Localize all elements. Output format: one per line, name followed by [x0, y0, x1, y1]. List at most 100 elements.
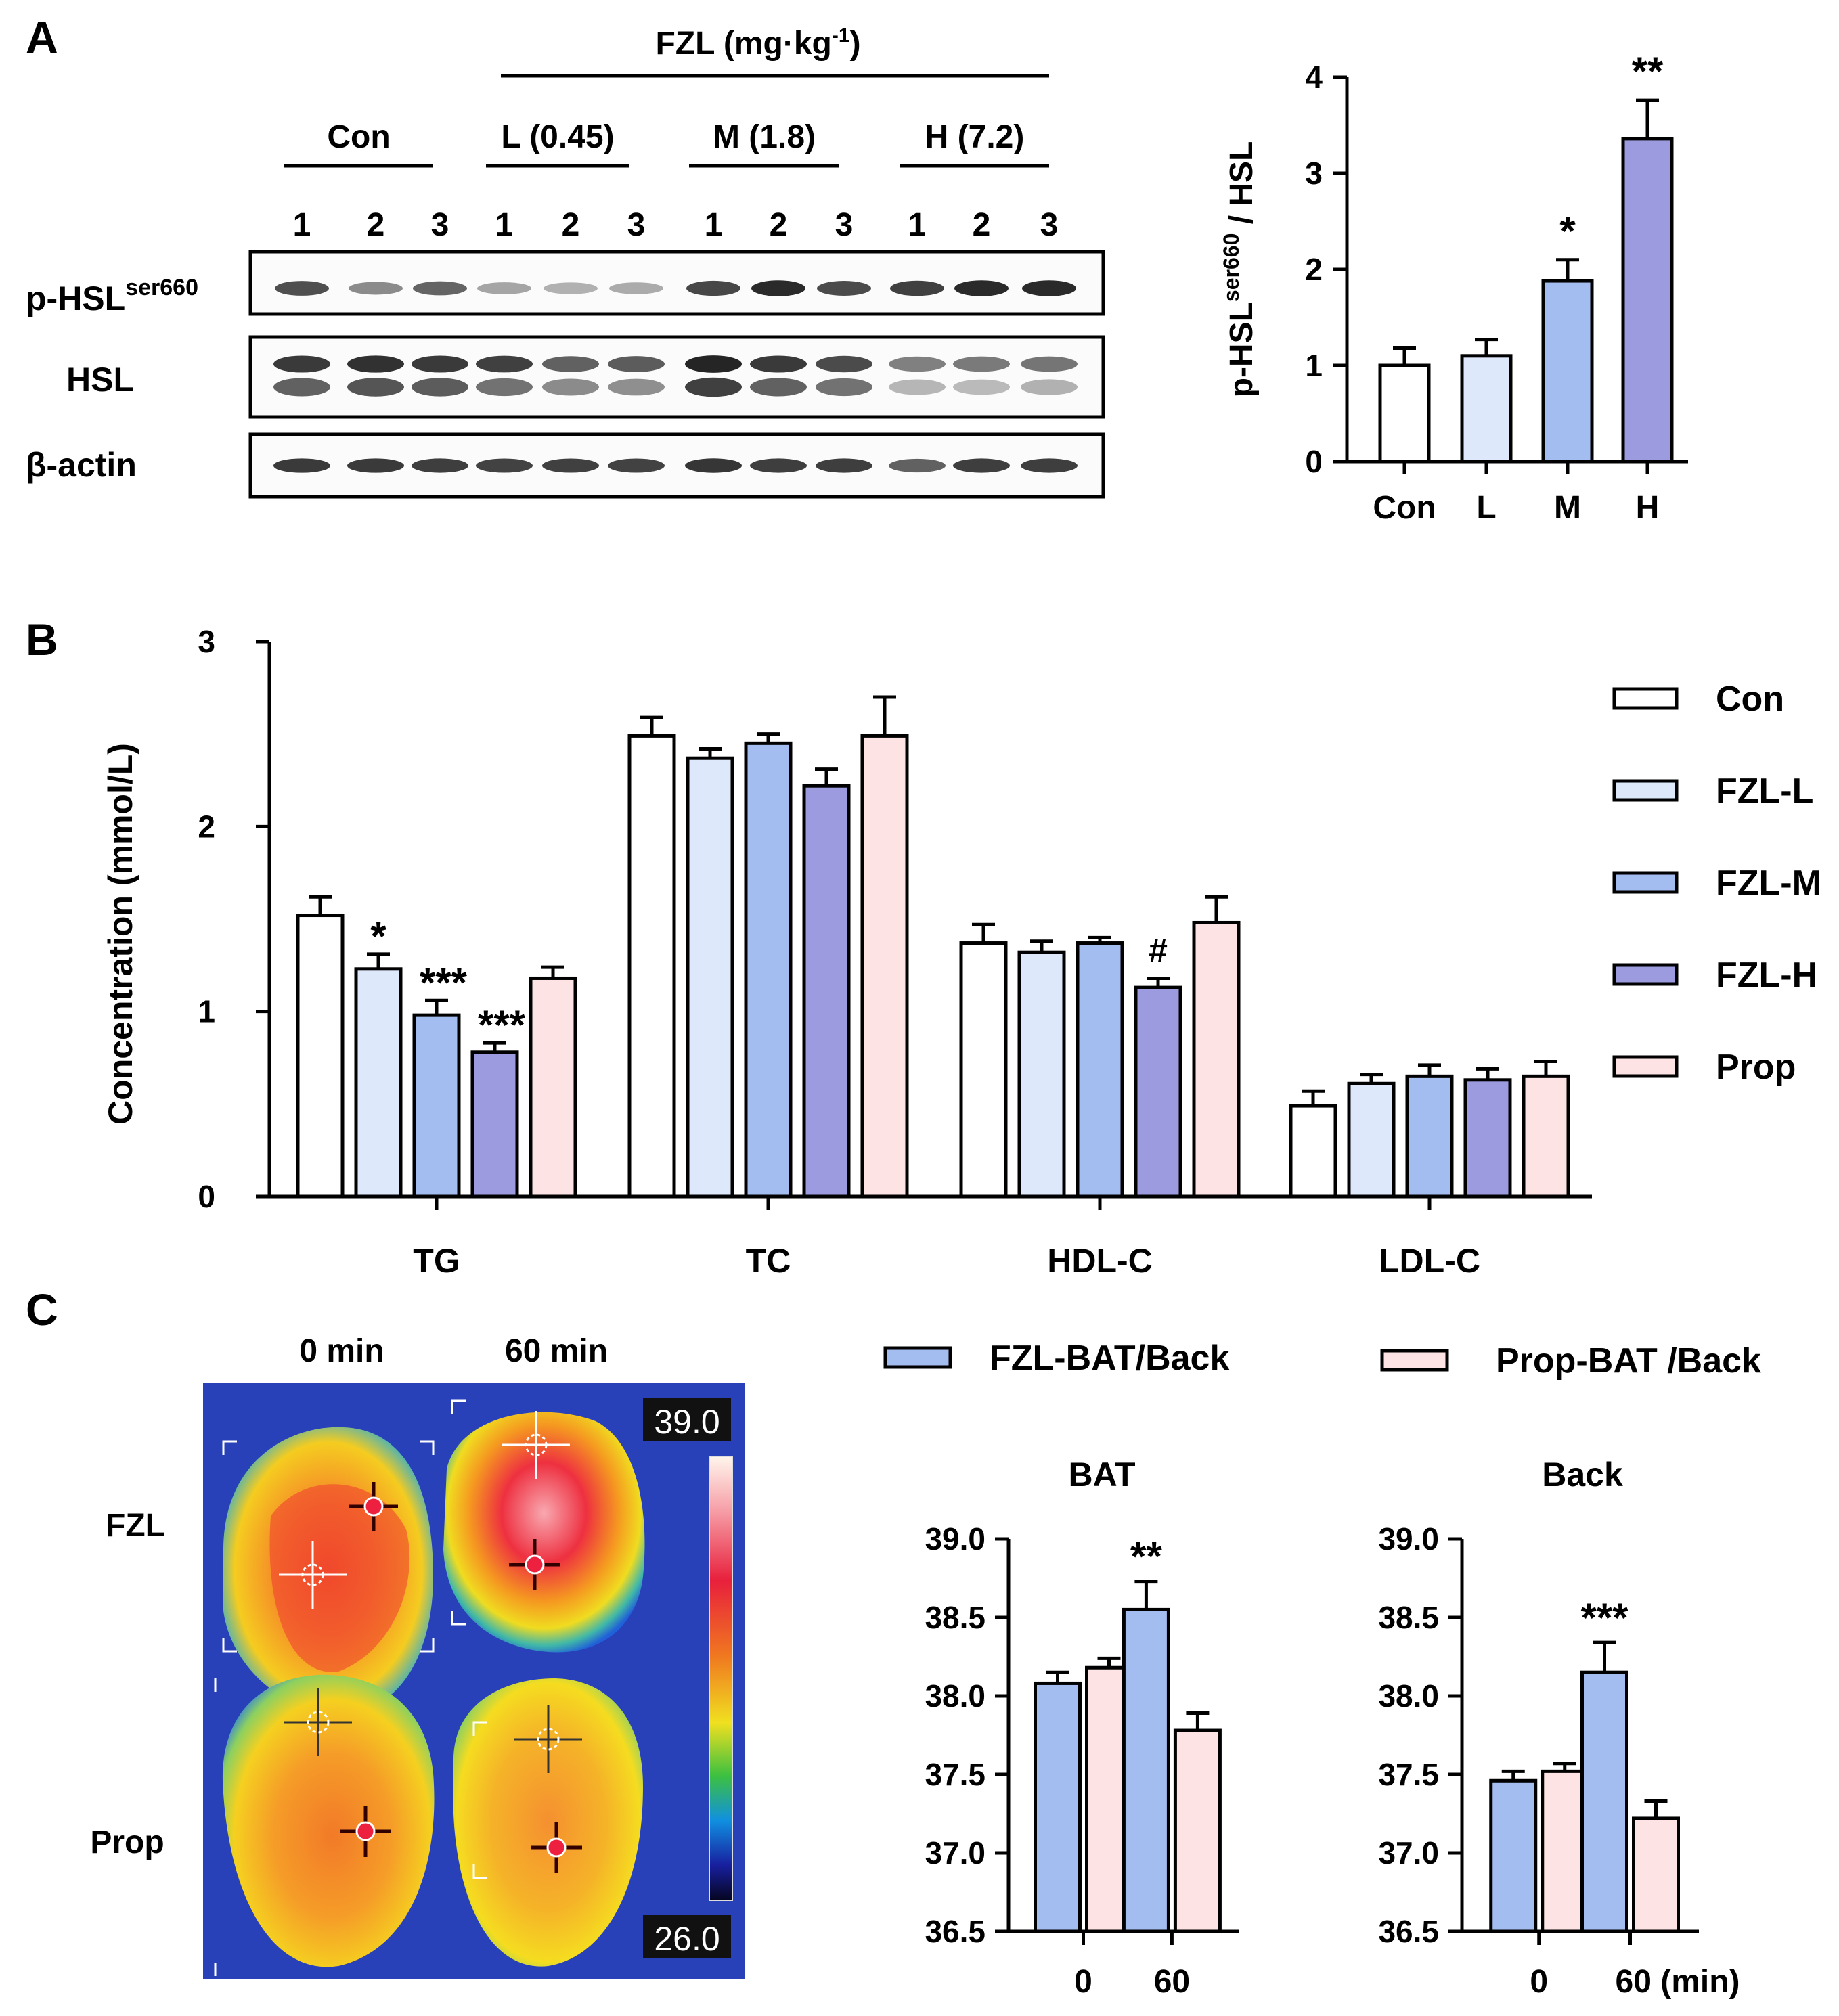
b-y-tick-label: 1 [198, 994, 215, 1029]
blot-lane-number: 3 [627, 207, 646, 243]
blot-lane-number: 3 [1040, 207, 1059, 243]
thermal-fzl-0min [223, 1427, 433, 1713]
blot-band [347, 378, 404, 397]
c-x-tick-label: 0 [1074, 1964, 1092, 2000]
crosshair-hot [340, 1806, 391, 1857]
blot-band [685, 355, 742, 373]
blot-header-close: ) [850, 26, 861, 62]
b-x-tick-label: TC [746, 1242, 791, 1280]
b-legend-label: FZL-H [1716, 956, 1817, 995]
b-bar [1405, 1074, 1454, 1199]
phsl-bar-chart: 0 1 2 3 4 p-HSLser660 / HSL Con L M * H ** [1219, 49, 1688, 526]
a-y-tick-label: 3 [1305, 156, 1323, 191]
blot-band [542, 378, 599, 396]
c-y-tick-label: 37.0 [1378, 1835, 1439, 1871]
blot-lane-number: 1 [495, 207, 514, 243]
c-y-tick-label: 38.0 [925, 1678, 985, 1713]
thermal-row-label-0: FZL [106, 1508, 165, 1544]
c-y-tick-label: 37.5 [925, 1757, 985, 1792]
blot-header: FZL (mg·kg-1) [655, 24, 860, 62]
panel-label-c: C [26, 1284, 58, 1335]
blot-lane-number: 2 [367, 207, 385, 243]
back-temperature-chart: Back 36.5 37.0 37.5 38.0 38.5 39.0 0 60 (min) *** [1378, 1456, 1740, 2000]
blot-band [542, 458, 599, 473]
thermal-prop-0min [222, 1674, 435, 1967]
blot-band [1021, 458, 1078, 473]
b-bar [412, 1013, 461, 1199]
crosshair-hot [509, 1539, 560, 1590]
thermal-brackets [214, 1399, 487, 1976]
b-bar [959, 941, 1008, 1199]
a-y-tick-label: 0 [1305, 444, 1323, 479]
blot-row-label: HSL [66, 361, 134, 399]
b-bar [1134, 985, 1182, 1199]
blot-band [816, 378, 872, 397]
a-x-tick-label: H [1636, 490, 1660, 526]
b-bar [802, 784, 851, 1199]
crosshair-hot [349, 1482, 398, 1531]
blot-band [477, 282, 531, 294]
a-bar [1460, 354, 1513, 464]
blot-band [1021, 356, 1078, 372]
b-y-tick-label: 0 [198, 1179, 215, 1214]
b-legend-swatch [1612, 779, 1679, 802]
c-bar [1489, 1778, 1538, 1933]
b-x-tick-label: LDL-C [1379, 1242, 1480, 1280]
thermal-images: 39.0 26.0 [203, 1383, 745, 1979]
b-bar [354, 967, 403, 1199]
a-significance: * [1559, 208, 1576, 254]
b-bar [1463, 1078, 1512, 1199]
blot-group-label: M (1.8) [713, 119, 816, 155]
blot-band [609, 282, 663, 294]
blot-box [248, 335, 1105, 419]
scale-min-label: 26.0 [654, 1920, 719, 1958]
blot-band [476, 378, 533, 397]
panel-label-b: B [26, 614, 58, 665]
crosshair-hot [531, 1822, 582, 1873]
blot-lane-number: 3 [431, 207, 449, 243]
scale-max-box [643, 1398, 731, 1441]
blot-band [347, 355, 404, 373]
blot-band [750, 378, 807, 397]
blot-group-label: L (0.45) [501, 119, 614, 155]
b-bar [529, 976, 577, 1199]
blot-band [1022, 280, 1076, 296]
blot-band [1021, 379, 1078, 395]
c-x-tick-label: 0 [1530, 1964, 1548, 2000]
b-x-tick-label: TG [413, 1242, 460, 1280]
blot-band [273, 355, 330, 373]
blot-band [412, 378, 468, 397]
c-significance: ** [1130, 1534, 1162, 1580]
blot-group-label: H (7.2) [925, 119, 1025, 155]
blot-band [347, 458, 404, 473]
c-y-tick-label: 38.5 [925, 1600, 985, 1635]
panel-label-a: A [26, 12, 58, 62]
c-y-tick-label: 38.5 [1378, 1600, 1439, 1635]
c-y-tick-label: 38.0 [1378, 1678, 1439, 1713]
c-y-tick-label: 37.0 [925, 1835, 985, 1871]
blot-band [889, 356, 946, 372]
b-y-tick-label: 3 [198, 624, 215, 659]
blot-header-text: FZL (mg·kg [655, 26, 831, 62]
crosshair-cool [279, 1541, 347, 1609]
blot-band [890, 280, 944, 296]
blot-lane-number: 1 [705, 207, 723, 243]
c-bar [1173, 1728, 1222, 1933]
c-bar [1122, 1607, 1170, 1933]
b-bar [1289, 1104, 1337, 1199]
blot-band [750, 458, 807, 473]
b-legend-swatch [1612, 963, 1679, 986]
c-legend-swatch [1380, 1349, 1449, 1372]
blot-band [889, 379, 946, 395]
b-x-tick-label: HDL-C [1047, 1242, 1153, 1280]
b-significance: *** [420, 960, 468, 1005]
blot-band [954, 280, 1009, 296]
b-y-axis-label: Concentration (mmol/L) [102, 743, 139, 1125]
b-significance: * [370, 914, 386, 959]
blot-header-sup: -1 [832, 24, 850, 47]
thermal-col-label-0: 0 min [299, 1333, 384, 1369]
b-bar [686, 756, 734, 1199]
blot-band [273, 378, 330, 397]
blot-lane-number: 3 [835, 207, 854, 243]
c-significance: *** [1580, 1595, 1628, 1640]
